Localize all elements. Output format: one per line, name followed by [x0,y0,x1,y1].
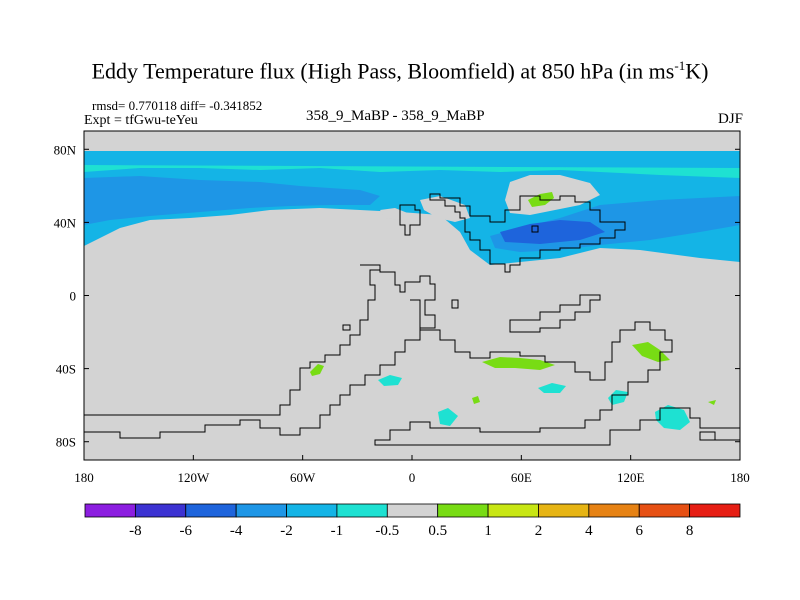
colorbar-label: 2 [535,523,543,539]
coastline-north-continent [399,204,421,236]
contour-positive-south-atlantic [310,364,324,376]
contour-positive-dot [708,400,716,405]
coastline-island-2 [342,324,351,331]
contour-fill-layer [84,151,740,430]
experiment-label: Expt = tfGwu-teYeu [84,113,198,128]
colorbar-label: -4 [230,523,243,539]
colorbar-label: -6 [180,523,193,539]
colorbar-swatch [336,503,388,518]
colorbar-swatch [235,503,287,518]
colorbar-swatch [538,503,590,518]
title-text: Eddy Temperature flux (High Pass, Bloomf… [91,58,675,84]
title-unit-tail: K) [685,58,709,84]
colorbar-label: -0.5 [375,523,399,539]
colorbar-swatch [286,503,338,518]
colorbar-swatch [689,503,741,518]
colorbar-swatch [437,503,489,518]
stats-label: rmsd= 0.770118 diff= -0.341852 [92,98,263,113]
colorbar-label: 4 [585,523,593,539]
y-tick-label: 80S [56,435,76,450]
colorbar-label: 6 [635,523,643,539]
contour-negative-4 [438,408,458,426]
colorbar-swatch [134,503,187,518]
coastline-antarctica-east [699,431,740,441]
contour-gap-europe [420,196,470,222]
x-tick-label: 0 [409,470,416,485]
coastline-island-3 [531,225,539,233]
x-axis: 180 120W 60W 0 60E 120E 180 [74,455,750,485]
coastline-africa-east [374,299,740,446]
coastline-gondwana [84,264,436,439]
colorbar-label: -2 [280,523,293,539]
y-tick-label: 0 [70,289,77,304]
coastline-layer [84,193,740,446]
x-tick-label: 60W [290,470,316,485]
colorbar: -8 -6 -4 -2 -1 -0.5 0.5 1 2 4 6 8 [84,503,741,539]
colorbar-swatch [588,503,640,518]
coastline-south-america [84,269,380,416]
y-tick-label: 40N [54,215,77,230]
comparison-label: 358_9_MaBP - 358_9_MaBP [306,108,485,124]
contour-gap-atlantic [380,208,410,220]
contour-band-north-blue [84,176,380,225]
chart-title: Eddy Temperature flux (High Pass, Bloomf… [0,58,800,84]
colorbar-swatch [185,503,237,518]
season-label: DJF [717,111,743,127]
contour-negative-2 [538,383,566,393]
contour-positive-south-africa [482,357,555,370]
x-tick-label: 180 [74,470,94,485]
coastline-island-1 [451,299,459,309]
colorbar-swatch [386,503,439,518]
y-axis: 80N 40N 0 40S 80S [54,142,740,450]
title-superscript: -1 [674,58,686,73]
coastline-india [509,294,601,333]
colorbar-swatch [638,503,691,518]
colorbar-label: -8 [129,523,142,539]
colorbar-label: 1 [484,523,492,539]
contour-band-north-teal [84,165,740,178]
y-tick-label: 80N [54,142,77,157]
colorbar-label: -1 [331,523,344,539]
y-tick-label: 40S [56,362,76,377]
contour-negative-5 [655,405,690,430]
colorbar-swatch [487,503,539,518]
contour-band-north-dark [500,220,605,244]
contour-negative-1 [378,375,402,386]
contour-negative-3 [608,390,628,405]
x-tick-label: 120E [617,470,645,485]
colorbar-label: 0.5 [428,523,447,539]
x-tick-label: 180 [730,470,750,485]
colorbar-swatch [84,503,136,518]
coastline-laurasia [429,193,626,273]
x-tick-label: 120W [177,470,210,485]
colorbar-label: 8 [686,523,694,539]
x-tick-label: 60E [511,470,532,485]
contour-positive-small [472,396,480,404]
